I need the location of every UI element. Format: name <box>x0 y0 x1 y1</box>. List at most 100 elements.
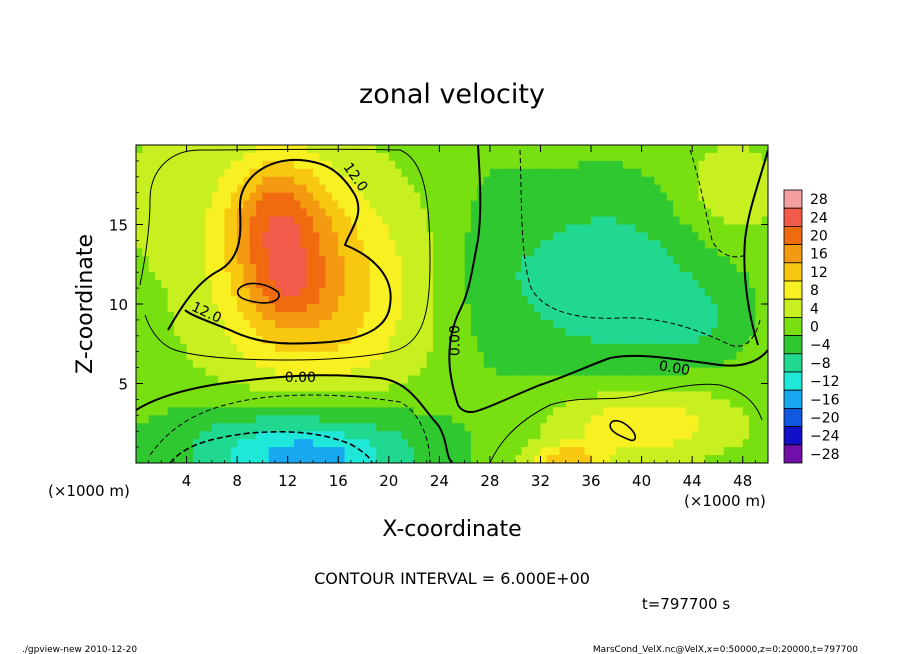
field-cell <box>635 280 643 289</box>
x-tick-label: 16 <box>329 472 348 490</box>
field-cell <box>344 256 352 265</box>
field-cell <box>635 296 643 305</box>
field-cell <box>679 152 687 162</box>
field-cell <box>218 168 226 178</box>
field-cell <box>628 224 636 234</box>
field-cell <box>148 216 156 226</box>
field-cell <box>572 447 579 456</box>
field-cell <box>755 288 763 297</box>
field-cell <box>237 304 245 313</box>
field-cell <box>199 431 207 440</box>
field-cell <box>635 248 643 257</box>
field-cell <box>628 439 636 448</box>
field-cell <box>685 152 693 162</box>
contour-label: 0.00 <box>285 370 316 386</box>
field-cell <box>433 415 440 424</box>
field-cell <box>742 256 750 265</box>
field-cell <box>161 383 169 393</box>
field-cell <box>395 168 403 178</box>
field-cell <box>414 224 421 234</box>
field-cell <box>230 224 238 234</box>
field-cell <box>508 415 516 424</box>
field-cell <box>666 264 674 273</box>
field-cell <box>730 311 737 321</box>
field-cell <box>521 296 529 305</box>
field-cell <box>477 264 485 273</box>
field-cell <box>325 208 333 218</box>
field-cell <box>395 208 403 218</box>
field-cell <box>294 359 301 369</box>
field-cell <box>755 168 763 178</box>
field-cell <box>685 184 693 194</box>
field-cell <box>496 224 504 234</box>
field-cell <box>736 431 744 440</box>
field-cell <box>211 152 219 162</box>
field-cell <box>635 415 643 424</box>
field-cell <box>521 311 529 321</box>
field-cell <box>414 168 421 178</box>
field-cell <box>294 439 301 448</box>
field-cell <box>572 256 579 265</box>
field-cell <box>660 168 668 178</box>
field-cell <box>420 296 428 305</box>
field-cell <box>635 447 643 456</box>
field-cell <box>704 168 712 178</box>
field-cell <box>218 216 226 226</box>
field-cell <box>344 327 352 337</box>
field-cell <box>445 152 453 162</box>
field-cell <box>300 359 308 369</box>
field-cell <box>698 176 706 186</box>
field-cell <box>572 160 579 170</box>
field-cell <box>357 192 365 202</box>
field-cell <box>275 335 282 345</box>
field-cell <box>414 455 421 463</box>
field-cell <box>666 311 674 321</box>
field-cell <box>192 232 200 241</box>
field-cell <box>224 280 232 289</box>
field-cell <box>407 327 415 337</box>
field-cell <box>369 431 377 440</box>
field-cell <box>704 160 712 170</box>
field-cell <box>761 256 768 265</box>
field-cell <box>647 383 655 393</box>
field-cell <box>376 304 384 313</box>
field-cell <box>230 192 238 202</box>
field-cell <box>312 200 320 210</box>
field-cell <box>401 152 409 162</box>
field-cell <box>350 351 358 361</box>
field-cell <box>704 343 712 353</box>
field-cell <box>268 399 276 408</box>
field-cell <box>610 311 617 321</box>
field-cell <box>407 407 415 416</box>
field-cell <box>268 431 276 440</box>
field-cell <box>515 200 523 210</box>
field-cell <box>736 272 744 281</box>
field-cell <box>685 192 693 202</box>
field-cell <box>376 208 384 218</box>
field-cell <box>344 415 352 424</box>
field-cell <box>388 200 396 210</box>
field-cell <box>262 447 270 456</box>
field-cell <box>243 304 251 313</box>
field-cell <box>635 264 643 273</box>
field-cell <box>414 145 421 154</box>
field-cell <box>452 447 459 456</box>
field-cell <box>749 423 756 432</box>
field-cell <box>565 176 573 186</box>
field-cell <box>173 288 181 297</box>
field-cell <box>723 192 731 202</box>
field-cell <box>553 200 561 210</box>
field-cell <box>180 232 188 241</box>
field-cell <box>730 240 737 249</box>
field-cell <box>761 431 768 440</box>
field-cell <box>483 455 491 463</box>
field-cell <box>256 359 263 369</box>
field-cell <box>211 304 219 313</box>
field-cell <box>502 304 510 313</box>
field-cell <box>148 145 156 154</box>
field-cell <box>565 447 573 456</box>
field-cell <box>154 264 162 273</box>
field-cell <box>736 327 744 337</box>
field-cell <box>192 304 200 313</box>
field-cell <box>445 296 453 305</box>
